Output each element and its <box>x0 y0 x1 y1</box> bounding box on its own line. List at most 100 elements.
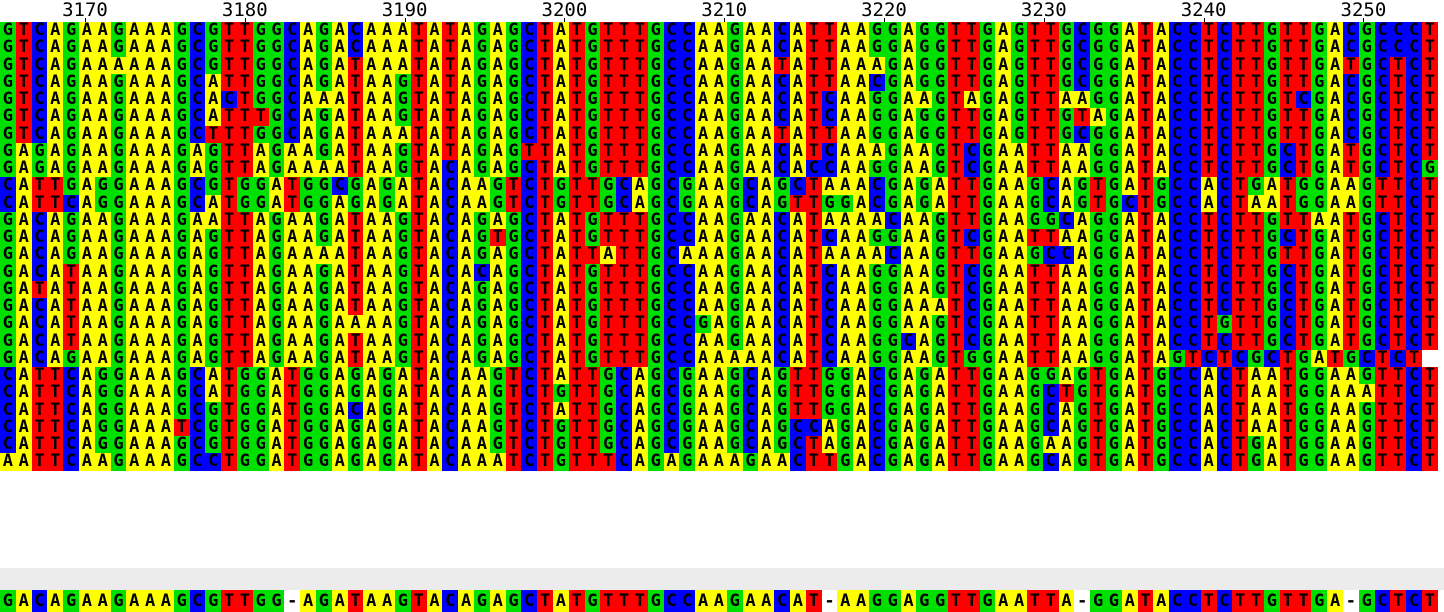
base-cell: C <box>616 194 632 212</box>
base-cell: T <box>774 125 790 143</box>
consensus-base-cell: G <box>252 590 269 612</box>
base-cell: T <box>537 384 553 402</box>
base-cell: A <box>47 108 64 126</box>
base-cell: A <box>1011 298 1027 316</box>
base-cell: G <box>300 418 316 436</box>
base-cell: C <box>1374 246 1391 264</box>
base-cell: C <box>0 194 16 212</box>
base-cell: T <box>1295 56 1312 74</box>
base-cell: C <box>1216 56 1233 74</box>
base-cell: T <box>1137 263 1154 281</box>
base-cell: A <box>695 125 711 143</box>
base-cell: A <box>142 418 158 436</box>
base-cell: T <box>442 125 459 143</box>
base-cell: A <box>837 211 854 229</box>
base-cell: A <box>853 436 869 454</box>
base-cell: G <box>979 160 996 178</box>
base-cell: G <box>110 211 127 229</box>
base-cell: G <box>347 453 364 471</box>
base-cell: T <box>616 315 632 333</box>
base-cell: A <box>79 367 95 385</box>
base-cell: A <box>331 263 348 281</box>
base-cell: C <box>31 39 48 57</box>
base-cell: A <box>790 160 806 178</box>
base-cell: T <box>1422 436 1438 454</box>
base-cell: T <box>948 211 964 229</box>
base-cell: G <box>884 315 901 333</box>
base-cell: T <box>600 298 617 316</box>
base-cell: C <box>31 263 48 281</box>
base-cell: C <box>331 177 348 195</box>
base-cell: G <box>505 229 522 247</box>
base-cell: T <box>442 91 459 109</box>
base-cell: A <box>1058 401 1075 419</box>
base-cell: G <box>252 194 269 212</box>
base-cell: A <box>900 56 917 74</box>
base-cell: A <box>821 211 838 229</box>
base-cell: C <box>963 263 980 281</box>
base-cell: T <box>1042 125 1059 143</box>
base-cell: T <box>15 56 32 74</box>
base-cell: A <box>869 211 885 229</box>
base-cell: A <box>458 125 474 143</box>
base-cell: A <box>189 280 206 298</box>
base-cell: T <box>948 332 964 350</box>
base-cell: T <box>600 39 617 57</box>
base-cell: C <box>1121 194 1138 212</box>
base-cell: T <box>1390 108 1407 126</box>
base-cell: T <box>1422 73 1438 91</box>
base-cell: T <box>1185 349 1201 367</box>
base-cell: T <box>568 401 585 419</box>
base-cell: C <box>774 160 790 178</box>
base-cell: G <box>173 280 190 298</box>
base-cell: G <box>63 160 79 178</box>
base-cell: A <box>426 39 443 57</box>
base-cell: T <box>537 108 553 126</box>
base-cell: G <box>916 453 933 471</box>
base-cell: T <box>221 177 237 195</box>
base-cell: A <box>15 384 32 402</box>
base-cell: G <box>474 125 490 143</box>
base-cell: A <box>142 384 158 402</box>
base-cell: A <box>395 367 411 385</box>
base-cell: T <box>805 142 822 160</box>
base-cell: A <box>331 384 348 402</box>
base-cell: G <box>205 263 222 281</box>
base-cell: A <box>15 142 32 160</box>
base-cell: C <box>1169 280 1185 298</box>
base-cell: A <box>1074 246 1091 264</box>
base-cell: G <box>316 125 332 143</box>
base-cell: T <box>47 418 64 436</box>
base-cell: A <box>363 91 380 109</box>
base-cell: A <box>963 91 980 109</box>
base-cell: G <box>347 384 364 402</box>
